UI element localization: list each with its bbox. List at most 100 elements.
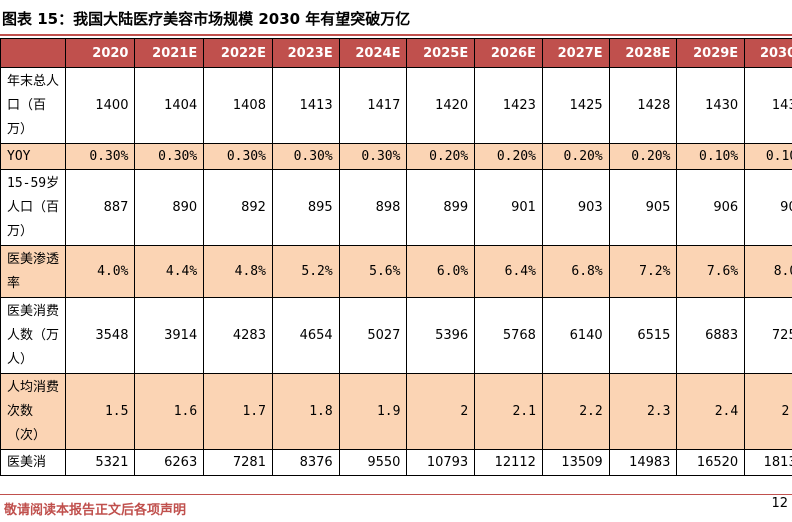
footer-rule [0, 494, 792, 495]
table-cell: 16520 [676, 449, 746, 476]
table-cell: 1428 [608, 67, 678, 144]
table-row: 医美渗透率 4.0% 4.4% 4.8% 5.2% 5.6% 6.0% 6.4%… [0, 245, 792, 298]
table-cell: 7253 [744, 297, 792, 374]
col-header: 2021E [134, 38, 205, 68]
table-cell: 0.20% [406, 143, 476, 170]
col-header: 2026E [474, 38, 543, 68]
header-row: 2020 2021E 2022E 2023E 2024E 2025E 2026E… [0, 38, 792, 68]
table-cell: 0.20% [608, 143, 678, 170]
table-cell: 6.8% [541, 245, 610, 298]
table-cell: 2.1 [474, 373, 543, 450]
table-cell: 898 [338, 169, 408, 246]
table-cell: 14983 [608, 449, 678, 476]
table-cell: 892 [203, 169, 273, 246]
table-cell: 0.10% [744, 143, 792, 170]
table-cell: 7.2% [608, 245, 678, 298]
col-header: 2030E [744, 38, 792, 68]
table-cell: 5768 [474, 297, 543, 374]
table-cell: 7.6% [676, 245, 746, 298]
table-cell: 1420 [406, 67, 476, 144]
col-header: 2029E [676, 38, 746, 68]
table-cell: 1.8 [271, 373, 340, 450]
col-header: 2028E [608, 38, 678, 68]
market-size-table: 2020 2021E 2022E 2023E 2024E 2025E 2026E… [0, 38, 792, 476]
table-cell: 0.30% [203, 143, 273, 170]
table-cell: 3548 [64, 297, 136, 374]
title-rule [0, 34, 792, 36]
figure-title: 图表 15：我国大陆医疗美容市场规模 2030 年有望突破万亿 [2, 10, 411, 28]
table-row: 15-59岁人口（百万） 887 890 892 895 898 899 901… [0, 169, 792, 246]
table-cell: 4.4% [134, 245, 205, 298]
table-cell: 1.6 [134, 373, 205, 450]
row-label: 15-59岁人口（百万） [0, 169, 66, 246]
col-header: 2024E [338, 38, 408, 68]
col-header: 2020 [64, 38, 136, 68]
table-cell: 8376 [271, 449, 340, 476]
table-cell: 887 [64, 169, 136, 246]
table-row: YOY 0.30% 0.30% 0.30% 0.30% 0.30% 0.20% … [0, 143, 792, 170]
table-cell: 0.30% [338, 143, 408, 170]
table-cell: 5.2% [271, 245, 340, 298]
table-cell: 2.3 [608, 373, 678, 450]
table-cell: 6263 [134, 449, 205, 476]
table-row: 年末总人口（百万） 1400 1404 1408 1413 1417 1420 … [0, 67, 792, 144]
row-label: 人均消费次数（次） [0, 373, 66, 450]
table-cell: 4.0% [64, 245, 136, 298]
table-cell: 1.9 [338, 373, 408, 450]
table-row: 医美消 5321 6263 7281 8376 9550 10793 12112… [0, 449, 792, 476]
table-cell: 899 [406, 169, 476, 246]
table-row: 人均消费次数（次） 1.5 1.6 1.7 1.8 1.9 2 2.1 2.2 … [0, 373, 792, 450]
table-cell: 6.0% [406, 245, 476, 298]
table-cell: 1413 [271, 67, 340, 144]
col-header: 2023E [271, 38, 340, 68]
table-cell: 1404 [134, 67, 205, 144]
table-cell: 6.4% [474, 245, 543, 298]
disclaimer-note: 敬请阅读本报告正文后各项声明 [4, 503, 187, 518]
table-cell: 5027 [338, 297, 408, 374]
table-cell: 1.5 [64, 373, 136, 450]
row-label: 医美消费人数（万人） [0, 297, 66, 374]
table-cell: 0.30% [271, 143, 340, 170]
table-cell: 1425 [541, 67, 610, 144]
table-cell: 6883 [676, 297, 746, 374]
table-cell: 6515 [608, 297, 678, 374]
table-cell: 3914 [134, 297, 205, 374]
table-cell: 895 [271, 169, 340, 246]
table-cell: 905 [608, 169, 678, 246]
table-cell: 2 [406, 373, 476, 450]
table-cell: 10793 [406, 449, 476, 476]
table-cell: 0.20% [474, 143, 543, 170]
table-cell: 18132 [744, 449, 792, 476]
row-label: 医美消 [0, 449, 66, 476]
table-cell: 2.4 [676, 373, 746, 450]
table-cell: 0.20% [541, 143, 610, 170]
col-header: 2022E [203, 38, 273, 68]
table-cell: 13509 [541, 449, 610, 476]
table-cell: 906 [676, 169, 746, 246]
header-corner [0, 38, 66, 68]
table-cell: 4654 [271, 297, 340, 374]
page-number: 12 [771, 496, 788, 511]
table-cell: 903 [541, 169, 610, 246]
table-cell: 0.10% [676, 143, 746, 170]
table-cell: 1.7 [203, 373, 273, 450]
table-cell: 1423 [474, 67, 543, 144]
table-cell: 1408 [203, 67, 273, 144]
table-cell: 8.0% [744, 245, 792, 298]
table-cell: 12112 [474, 449, 543, 476]
table-cell: 9550 [338, 449, 408, 476]
table-cell: 2.5 [744, 373, 792, 450]
table-cell: 907 [744, 169, 792, 246]
row-label: 医美渗透率 [0, 245, 66, 298]
row-label: 年末总人口（百万） [0, 67, 66, 144]
table-cell: 5396 [406, 297, 476, 374]
table-cell: 0.30% [64, 143, 136, 170]
table-cell: 4.8% [203, 245, 273, 298]
table-cell: 5321 [64, 449, 136, 476]
table-cell: 7281 [203, 449, 273, 476]
table-cell: 6140 [541, 297, 610, 374]
table-cell: 4283 [203, 297, 273, 374]
table-cell: 890 [134, 169, 205, 246]
table-cell: 1431 [744, 67, 792, 144]
table-cell: 901 [474, 169, 543, 246]
